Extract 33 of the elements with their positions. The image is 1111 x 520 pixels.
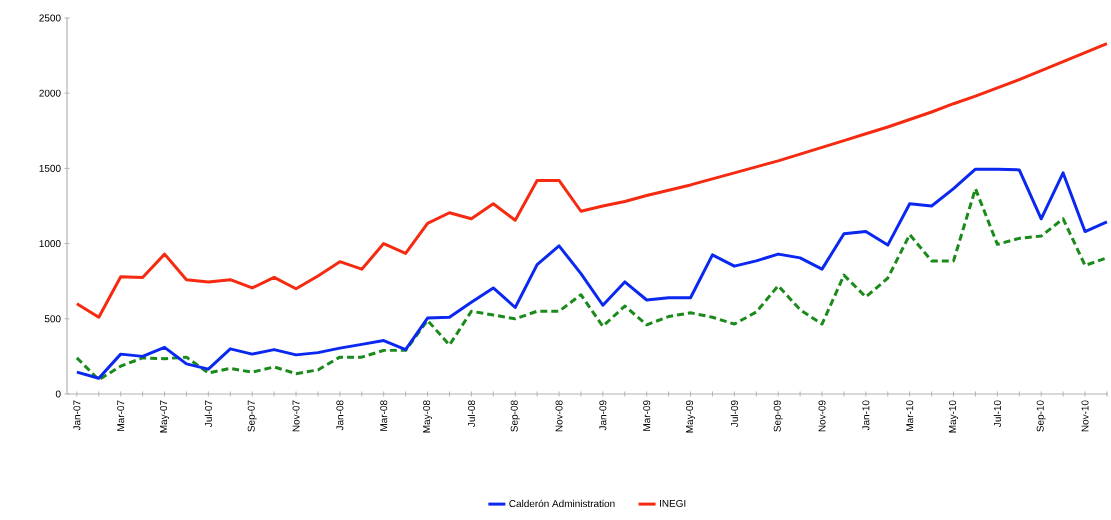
legend-label: INEGI bbox=[660, 499, 686, 507]
x-tick-label: Mar-08 bbox=[380, 400, 388, 431]
x-tick-label: May-09 bbox=[686, 400, 696, 433]
x-tick-label: May-10 bbox=[949, 400, 959, 433]
x-tick-label: Mar-07 bbox=[117, 400, 125, 431]
x-tick-label: Mar-10 bbox=[906, 400, 914, 431]
x-tick-label: Nov-07 bbox=[292, 400, 300, 432]
x-tick-label: Nov-08 bbox=[555, 400, 563, 432]
x-tick-label: Nov-10 bbox=[1081, 400, 1089, 432]
line-series bbox=[75, 42, 1109, 319]
y-tick-label: 1500 bbox=[39, 164, 61, 172]
x-tick-label: Nov-09 bbox=[818, 400, 826, 432]
x-tick-label: Sep-08 bbox=[510, 400, 520, 432]
x-tick-label: Jan-08 bbox=[336, 400, 344, 431]
x-tick-label: Jul-07 bbox=[204, 400, 213, 427]
y-tick-label: 1000 bbox=[39, 240, 61, 248]
x-tick-label: Jul-10 bbox=[993, 400, 1002, 427]
x-tick-label: Mar-09 bbox=[643, 400, 651, 431]
x-tick-label: Sep-07 bbox=[247, 400, 257, 432]
x-tick-label: Jul-08 bbox=[467, 400, 476, 427]
y-tick-label: 0 bbox=[55, 390, 61, 398]
y-tick-label: 500 bbox=[44, 315, 61, 323]
y-tick-label: 2000 bbox=[39, 89, 61, 97]
x-tick-label: May-07 bbox=[160, 400, 170, 433]
y-tick-label: 2500 bbox=[39, 14, 61, 22]
x-tick-label: Jan-09 bbox=[599, 400, 607, 431]
x-tick-label: Sep-10 bbox=[1036, 400, 1046, 432]
x-tick-label: Jul-09 bbox=[730, 400, 739, 427]
x-tick-label: Jan-07 bbox=[73, 400, 81, 431]
x-tick-label: Jan-10 bbox=[862, 400, 870, 431]
legend-label: Calderón Administration bbox=[509, 499, 615, 508]
x-tick-label: May-08 bbox=[423, 400, 433, 433]
x-tick-label: Sep-09 bbox=[773, 400, 783, 432]
